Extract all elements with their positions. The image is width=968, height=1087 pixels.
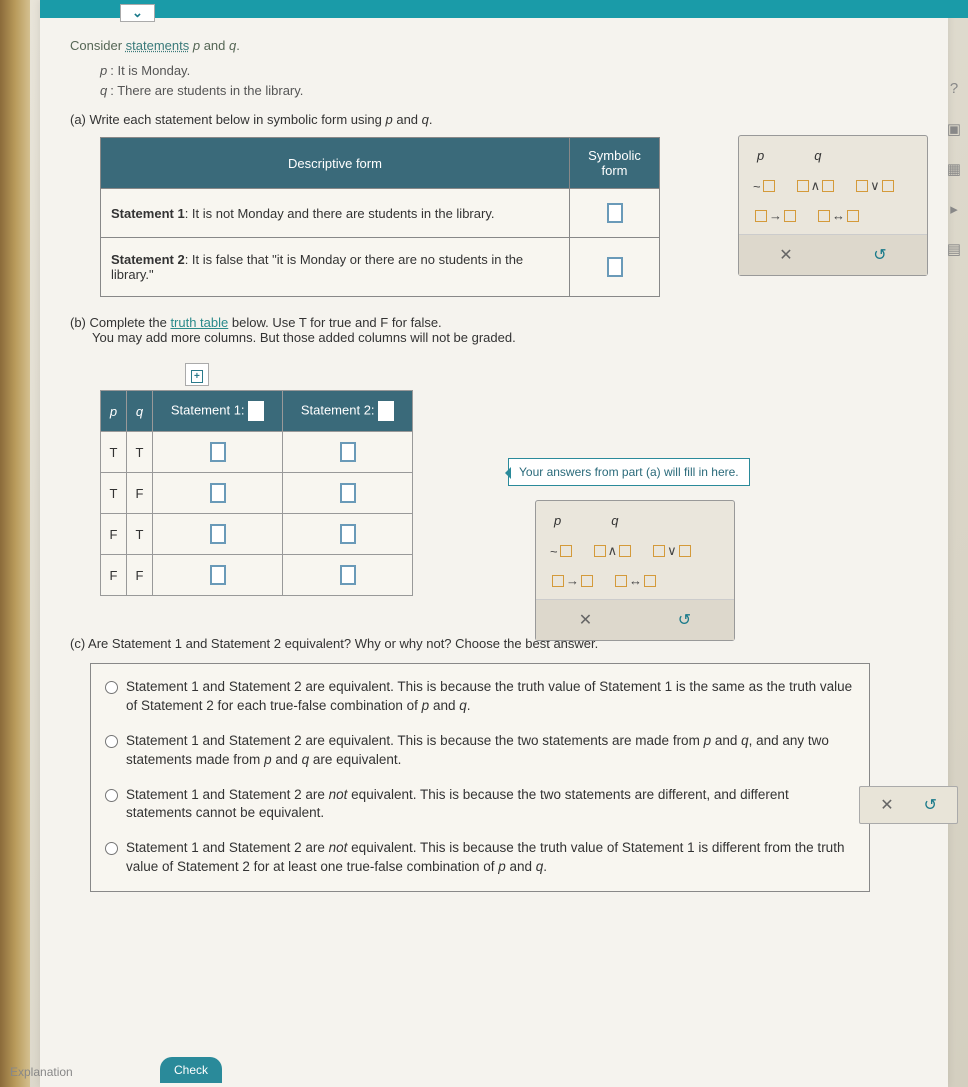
- tt-s2-2[interactable]: [340, 524, 356, 544]
- tool-icon-2[interactable]: ▦: [944, 160, 964, 180]
- radio-1[interactable]: [105, 681, 118, 694]
- tt-s2-3[interactable]: [340, 565, 356, 585]
- tt-hdr-q: q: [127, 391, 153, 432]
- intro-suffix: p and q.: [189, 38, 240, 53]
- top-bar: [40, 0, 968, 18]
- tt-hdr-p: p: [101, 391, 127, 432]
- explanation-label[interactable]: Explanation: [10, 1065, 73, 1079]
- choice-1-label: Statement 1 and Statement 2 are equivale…: [126, 678, 855, 716]
- worksheet-page: Consider statements p and q. p: It is Mo…: [40, 0, 948, 1087]
- op-b-bicond[interactable]: ↔: [611, 571, 660, 590]
- tt-row-2: F T: [101, 514, 413, 555]
- symbolic-form-table: Descriptive form Symbolic form Statement…: [100, 137, 660, 297]
- truth-table-link[interactable]: truth table: [170, 315, 228, 330]
- tool-icon-4[interactable]: ▤: [944, 240, 964, 260]
- radio-2[interactable]: [105, 735, 118, 748]
- choice-3-label: Statement 1 and Statement 2 are not equi…: [126, 786, 855, 824]
- page-left-edge: [0, 0, 30, 1087]
- palette-clear[interactable]: ✕: [761, 241, 810, 269]
- tt-hdr-s1: Statement 1:: [153, 391, 283, 432]
- hdr-descriptive: Descriptive form: [101, 138, 570, 189]
- tt-hdr-s2: Statement 2:: [283, 391, 413, 432]
- tt-row-1: T F: [101, 473, 413, 514]
- bottom-reset[interactable]: ↺: [924, 795, 937, 815]
- op-or[interactable]: ∨: [852, 176, 898, 196]
- right-toolbar: ? ▣ ▦ ▸ ▤: [944, 80, 964, 260]
- bottom-clear[interactable]: ✕: [880, 795, 893, 815]
- s1-symbolic-input[interactable]: [607, 203, 623, 223]
- operator-palette-b: p q ~ ∧ ∨ → ↔ ✕ ↺: [535, 500, 735, 641]
- dropdown-toggle[interactable]: ⌄: [120, 4, 155, 22]
- op-b-cond[interactable]: →: [548, 571, 597, 590]
- callout-hint: Your answers from part (a) will fill in …: [508, 458, 750, 486]
- op-and[interactable]: ∧: [793, 176, 839, 196]
- op-b-or[interactable]: ∨: [649, 541, 695, 561]
- s2-symbolic-input[interactable]: [607, 257, 623, 277]
- check-button[interactable]: Check: [160, 1057, 222, 1083]
- part-b-label: (b) Complete the truth table below. Use …: [70, 315, 908, 345]
- hdr-symbolic: Symbolic form: [570, 138, 660, 189]
- add-column-button[interactable]: +: [185, 363, 209, 386]
- tt-row-3: F F: [101, 555, 413, 596]
- tt-s2-0[interactable]: [340, 442, 356, 462]
- tt-s1-0[interactable]: [210, 442, 226, 462]
- tt-s2-1[interactable]: [340, 483, 356, 503]
- statement-definitions: p: It is Monday. q: There are students i…: [100, 61, 908, 100]
- palette-b-clear[interactable]: ✕: [561, 606, 610, 634]
- choice-2[interactable]: Statement 1 and Statement 2 are equivale…: [105, 732, 855, 770]
- palette-b-reset[interactable]: ↺: [660, 606, 709, 634]
- operator-palette-a: p q ~ ∧ ∨ → ↔ ✕ ↺: [738, 135, 928, 276]
- tool-icon-1[interactable]: ▣: [944, 120, 964, 140]
- statement-1-row: Statement 1: It is not Monday and there …: [101, 189, 660, 238]
- radio-3[interactable]: [105, 789, 118, 802]
- intro-text: Consider statements p and q.: [70, 38, 908, 53]
- tt-s1-2[interactable]: [210, 524, 226, 544]
- p-text: : It is Monday.: [110, 63, 190, 78]
- s2-hdr-slot[interactable]: [378, 401, 394, 421]
- bottom-controls: ✕ ↺: [859, 786, 958, 824]
- part-b: (b) Complete the truth table below. Use …: [70, 315, 908, 596]
- palette-b-p[interactable]: p: [554, 513, 561, 528]
- palette-b-q[interactable]: q: [611, 513, 618, 528]
- choice-4-label: Statement 1 and Statement 2 are not equi…: [126, 839, 855, 877]
- tool-icon-3[interactable]: ▸: [944, 200, 964, 220]
- part-a-label: (a) Write each statement below in symbol…: [70, 112, 908, 127]
- part-c: (c) Are Statement 1 and Statement 2 equi…: [70, 636, 908, 892]
- choice-4[interactable]: Statement 1 and Statement 2 are not equi…: [105, 839, 855, 877]
- radio-4[interactable]: [105, 842, 118, 855]
- p-symbol: p: [100, 63, 107, 78]
- s2-label: Statement 2: [111, 252, 185, 267]
- palette-p[interactable]: p: [757, 148, 764, 163]
- choices-box: Statement 1 and Statement 2 are equivale…: [90, 663, 870, 892]
- tt-s1-3[interactable]: [210, 565, 226, 585]
- help-icon[interactable]: ?: [944, 80, 964, 100]
- choice-1[interactable]: Statement 1 and Statement 2 are equivale…: [105, 678, 855, 716]
- op-bicond[interactable]: ↔: [814, 206, 863, 225]
- statement-2-row: Statement 2: It is false that "it is Mon…: [101, 238, 660, 297]
- tt-row-0: T T: [101, 432, 413, 473]
- palette-q[interactable]: q: [814, 148, 821, 163]
- palette-reset[interactable]: ↺: [855, 241, 904, 269]
- intro-prefix: Consider: [70, 38, 126, 53]
- choice-3[interactable]: Statement 1 and Statement 2 are not equi…: [105, 786, 855, 824]
- tt-s1-1[interactable]: [210, 483, 226, 503]
- choice-2-label: Statement 1 and Statement 2 are equivale…: [126, 732, 855, 770]
- q-text: : There are students in the library.: [110, 83, 303, 98]
- q-symbol: q: [100, 83, 107, 98]
- truth-table: p q Statement 1: Statement 2: T T T F F …: [100, 390, 413, 596]
- op-b-and[interactable]: ∧: [590, 541, 636, 561]
- op-cond[interactable]: →: [751, 206, 800, 225]
- op-b-not[interactable]: ~: [548, 542, 576, 561]
- s1-text: : It is not Monday and there are student…: [185, 206, 495, 221]
- op-not[interactable]: ~: [751, 177, 779, 196]
- s1-hdr-slot[interactable]: [248, 401, 264, 421]
- statements-link[interactable]: statements: [126, 38, 190, 53]
- part-c-label: (c) Are Statement 1 and Statement 2 equi…: [70, 636, 908, 651]
- s1-label: Statement 1: [111, 206, 185, 221]
